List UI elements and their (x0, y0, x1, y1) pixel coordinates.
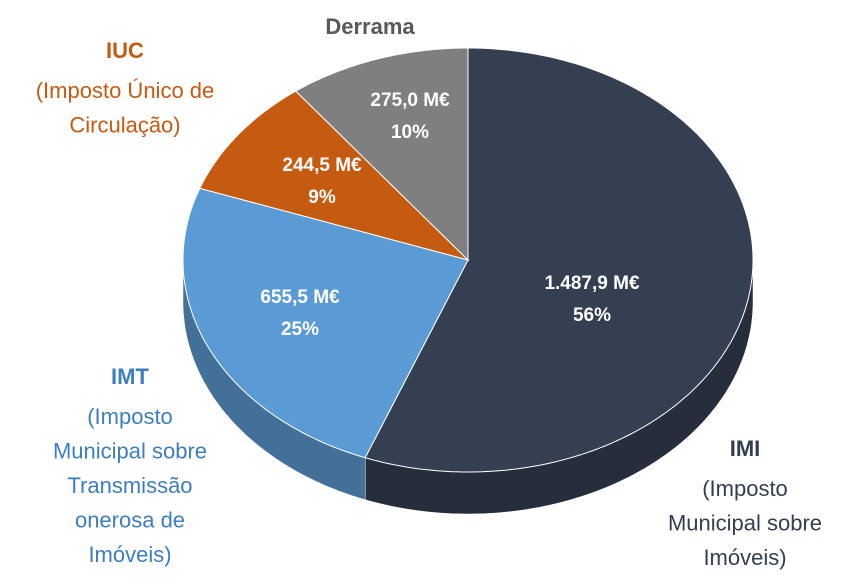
category-description: Municipal sobre (53, 438, 207, 463)
percent-label: 9% (308, 187, 336, 208)
data-label: 1.487,9 M€ (544, 273, 639, 294)
percent-label: 10% (391, 122, 429, 143)
category-label: IUC (106, 38, 144, 63)
data-label: 655,5 M€ (260, 287, 340, 308)
category-description: onerosa de (75, 507, 185, 532)
pie-slice (182, 187, 469, 459)
data-label: 275,0 M€ (370, 90, 450, 111)
category-label: Derrama (325, 14, 415, 39)
category-description: Imóveis) (703, 545, 786, 570)
category-label: IMI (730, 436, 761, 461)
category-description: Circulação) (69, 112, 180, 137)
category-description: Municipal sobre (668, 510, 822, 535)
category-description: Transmissão (67, 473, 192, 498)
data-label: 244,5 M€ (282, 155, 362, 176)
category-description: (Imposto (702, 476, 788, 501)
category-description: (Imposto (87, 404, 173, 429)
pie-slice (294, 47, 469, 262)
pie-slice (199, 90, 470, 261)
category-description: (Imposto Único de (36, 78, 215, 103)
category-label: IMT (111, 364, 149, 389)
percent-label: 56% (573, 305, 611, 326)
pie-slice (364, 47, 754, 473)
category-description: Imóveis) (88, 542, 171, 567)
percent-label: 25% (281, 319, 319, 340)
